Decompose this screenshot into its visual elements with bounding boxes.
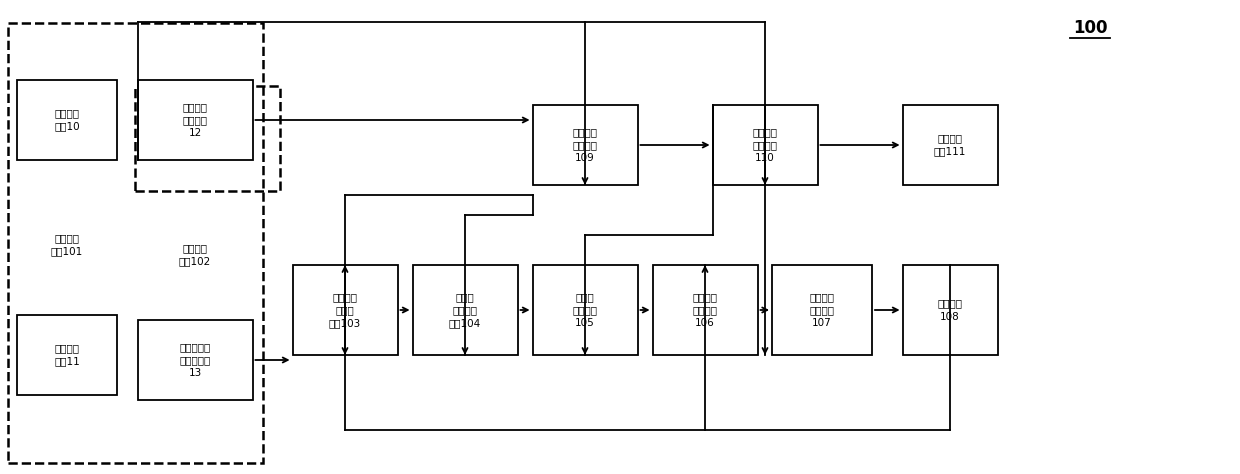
Bar xyxy=(413,265,517,355)
Bar xyxy=(7,23,263,463)
Bar xyxy=(293,265,398,355)
Text: 控制规律
生成模块
106: 控制规律 生成模块 106 xyxy=(692,292,718,328)
Text: 多体动力
学建模
模块103: 多体动力 学建模 模块103 xyxy=(329,292,361,328)
Text: 控制策略
输入模块
12: 控制策略 输入模块 12 xyxy=(182,102,207,138)
Text: 钻井模型信
息输入模块
13: 钻井模型信 息输入模块 13 xyxy=(180,342,211,378)
Text: 危险状态
判断模块
109: 危险状态 判断模块 109 xyxy=(573,127,598,163)
Text: 数据采集
模块101: 数据采集 模块101 xyxy=(51,233,83,256)
Bar xyxy=(17,80,117,160)
Bar xyxy=(903,265,997,355)
Text: 工具面
估计模块
105: 工具面 估计模块 105 xyxy=(573,292,598,328)
Bar xyxy=(532,105,637,185)
Bar xyxy=(17,315,117,395)
Text: 执行模块
108: 执行模块 108 xyxy=(937,299,962,321)
Bar xyxy=(773,265,872,355)
Bar xyxy=(532,265,637,355)
Text: 用户输入
模块102: 用户输入 模块102 xyxy=(179,244,211,266)
Text: 100: 100 xyxy=(1073,19,1107,37)
Text: 井上测量
模块10: 井上测量 模块10 xyxy=(55,109,79,132)
Bar xyxy=(713,105,817,185)
Bar xyxy=(138,320,253,400)
Text: 自适应
模型修正
模块104: 自适应 模型修正 模块104 xyxy=(449,292,481,328)
Bar xyxy=(138,80,253,160)
Bar xyxy=(134,85,279,191)
Text: 测量信息
输出模块
110: 测量信息 输出模块 110 xyxy=(753,127,777,163)
Bar xyxy=(652,265,758,355)
Text: 系统输出
模块111: 系统输出 模块111 xyxy=(934,133,966,156)
Text: 井下测量
模块11: 井下测量 模块11 xyxy=(55,343,79,366)
Text: 控制信息
输出模块
107: 控制信息 输出模块 107 xyxy=(810,292,835,328)
Bar xyxy=(903,105,997,185)
